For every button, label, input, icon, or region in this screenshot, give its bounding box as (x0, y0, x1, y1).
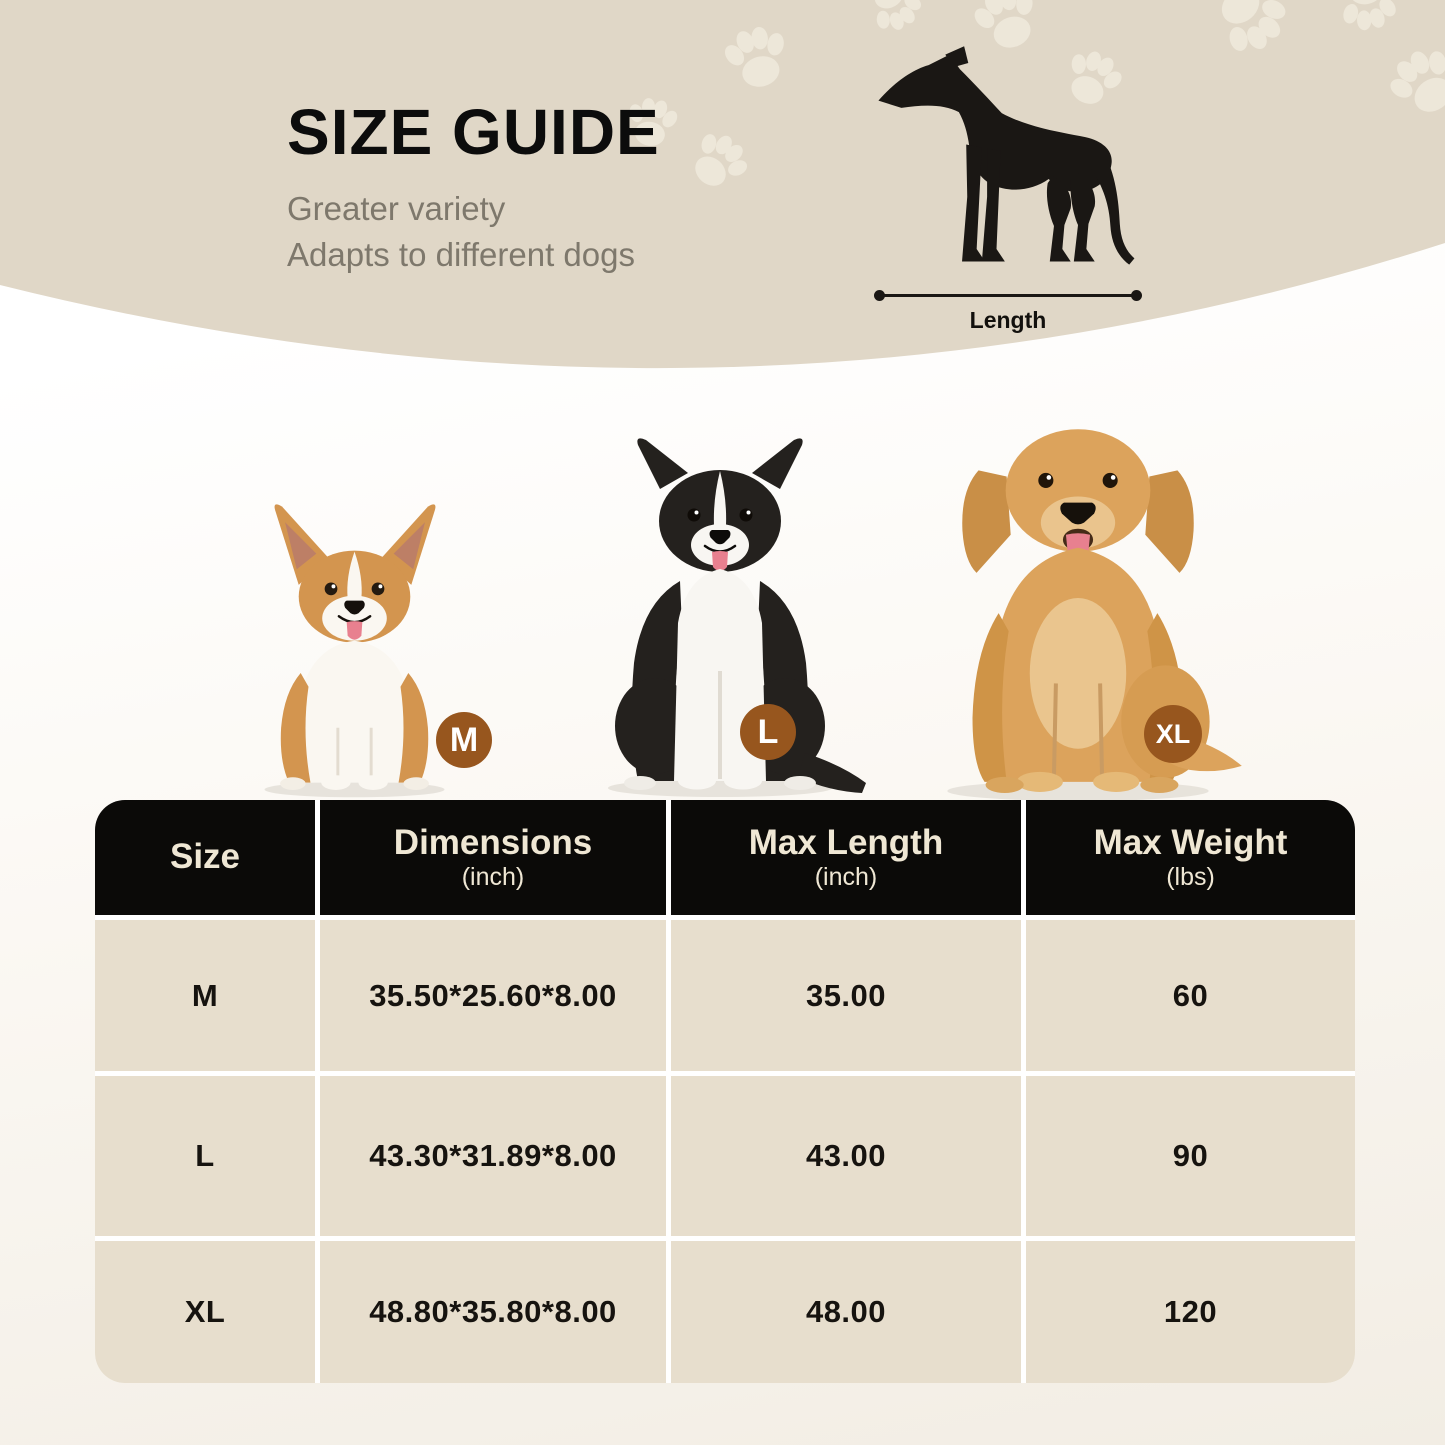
size-badge-l: L (740, 704, 796, 760)
column-header-max-weight: Max Weight (lbs) (1026, 800, 1355, 915)
dog-photo-corgi (264, 504, 445, 798)
length-label: Length (969, 307, 1047, 333)
page-subtitle: Greater variety Adapts to different dogs (287, 186, 660, 277)
column-header-max-length: Max Length (inch) (671, 800, 1021, 915)
column-header-dimensions: Dimensions (inch) (320, 800, 666, 915)
dog-silhouette-icon (878, 46, 1135, 265)
measure-dot (874, 290, 885, 301)
dog-photo-border-collie (608, 438, 866, 797)
cell-max-weight-xl: 120 (1026, 1241, 1355, 1383)
dog-photo-golden-retriever (947, 429, 1242, 801)
cell-max-weight-m: 60 (1026, 920, 1355, 1071)
cell-dimensions-xl: 48.80*35.80*8.00 (320, 1241, 666, 1383)
cell-size-xl: XL (95, 1241, 315, 1383)
cell-dimensions-m: 35.50*25.60*8.00 (320, 920, 666, 1071)
cell-max-weight-l: 90 (1026, 1076, 1355, 1236)
cell-size-l: L (95, 1076, 315, 1236)
banner-shape (0, 0, 1445, 369)
cell-dimensions-l: 43.30*31.89*8.00 (320, 1076, 666, 1236)
measure-dot (1131, 290, 1142, 301)
title-block: SIZE GUIDE Greater variety Adapts to dif… (287, 100, 660, 277)
page-title: SIZE GUIDE (287, 96, 660, 168)
size-table: Size Dimensions (inch) Max Length (inch) M… (95, 800, 1355, 1383)
size-badge-xl: XL (1144, 705, 1202, 763)
cell-max-length-l: 43.00 (671, 1076, 1021, 1236)
cell-max-length-xl: 48.00 (671, 1241, 1021, 1383)
cell-size-m: M (95, 920, 315, 1071)
banner-background (0, 0, 1445, 369)
size-badge-m: M (436, 712, 492, 768)
cell-max-length-m: 35.00 (671, 920, 1021, 1071)
subtitle-line-2: Adapts to different dogs (287, 235, 635, 273)
column-header-size: Size (95, 800, 315, 915)
subtitle-line-1: Greater variety (287, 190, 506, 227)
length-measure-line (874, 290, 1142, 301)
